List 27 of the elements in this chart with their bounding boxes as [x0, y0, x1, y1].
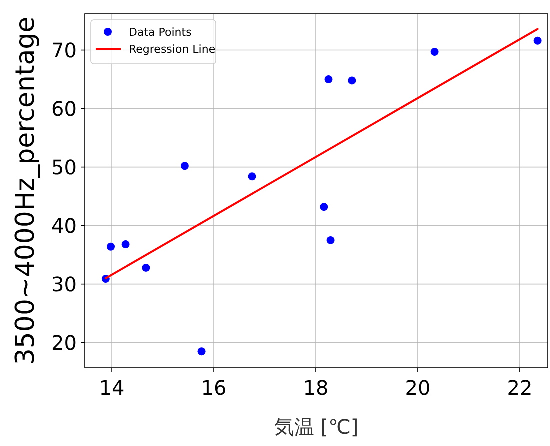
point — [348, 76, 356, 85]
y-axis-title: 3500~4000Hz_percentage — [11, 16, 41, 366]
point — [142, 264, 150, 272]
point — [248, 172, 256, 181]
point — [326, 236, 335, 244]
y-tick-label: 40 — [52, 214, 77, 238]
y-tick-label: 70 — [52, 38, 77, 62]
y-tick-label: 30 — [52, 272, 77, 296]
point — [324, 76, 333, 84]
y-tick-label: 20 — [52, 330, 77, 355]
x-axis-title: 気温 [℃] — [274, 415, 359, 439]
point — [107, 242, 116, 251]
point — [430, 48, 439, 56]
y-tick-label: 50 — [52, 155, 77, 180]
point — [122, 240, 130, 249]
x-tick-label: 22 — [507, 376, 533, 400]
point — [320, 203, 328, 212]
x-tick-label: 16 — [201, 376, 227, 400]
y-tick-label: 60 — [52, 96, 77, 121]
point — [534, 36, 542, 45]
x-tick-label: 20 — [405, 376, 431, 400]
x-tick-label: 14 — [99, 376, 125, 400]
x-tick-label: 18 — [303, 376, 329, 400]
legend-label: Data Points — [129, 26, 192, 39]
point — [198, 348, 206, 356]
legend-label: Regression Line — [129, 43, 216, 56]
point — [180, 162, 189, 170]
